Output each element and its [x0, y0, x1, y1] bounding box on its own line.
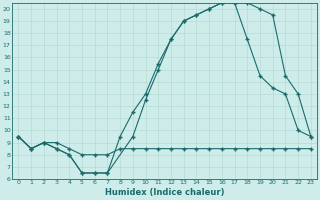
X-axis label: Humidex (Indice chaleur): Humidex (Indice chaleur) [105, 188, 224, 197]
